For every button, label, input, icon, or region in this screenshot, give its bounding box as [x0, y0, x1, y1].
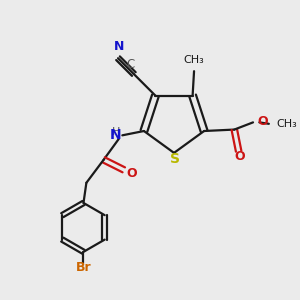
- Text: Br: Br: [76, 261, 91, 274]
- Text: H: H: [112, 127, 120, 137]
- Text: O: O: [127, 167, 137, 180]
- Text: O: O: [257, 115, 268, 128]
- Text: O: O: [235, 150, 245, 163]
- Text: N: N: [113, 40, 124, 53]
- Text: S: S: [170, 152, 181, 166]
- Text: N: N: [110, 128, 122, 142]
- Text: CH₃: CH₃: [184, 55, 204, 65]
- Text: CH₃: CH₃: [276, 119, 297, 129]
- Text: C: C: [127, 58, 135, 70]
